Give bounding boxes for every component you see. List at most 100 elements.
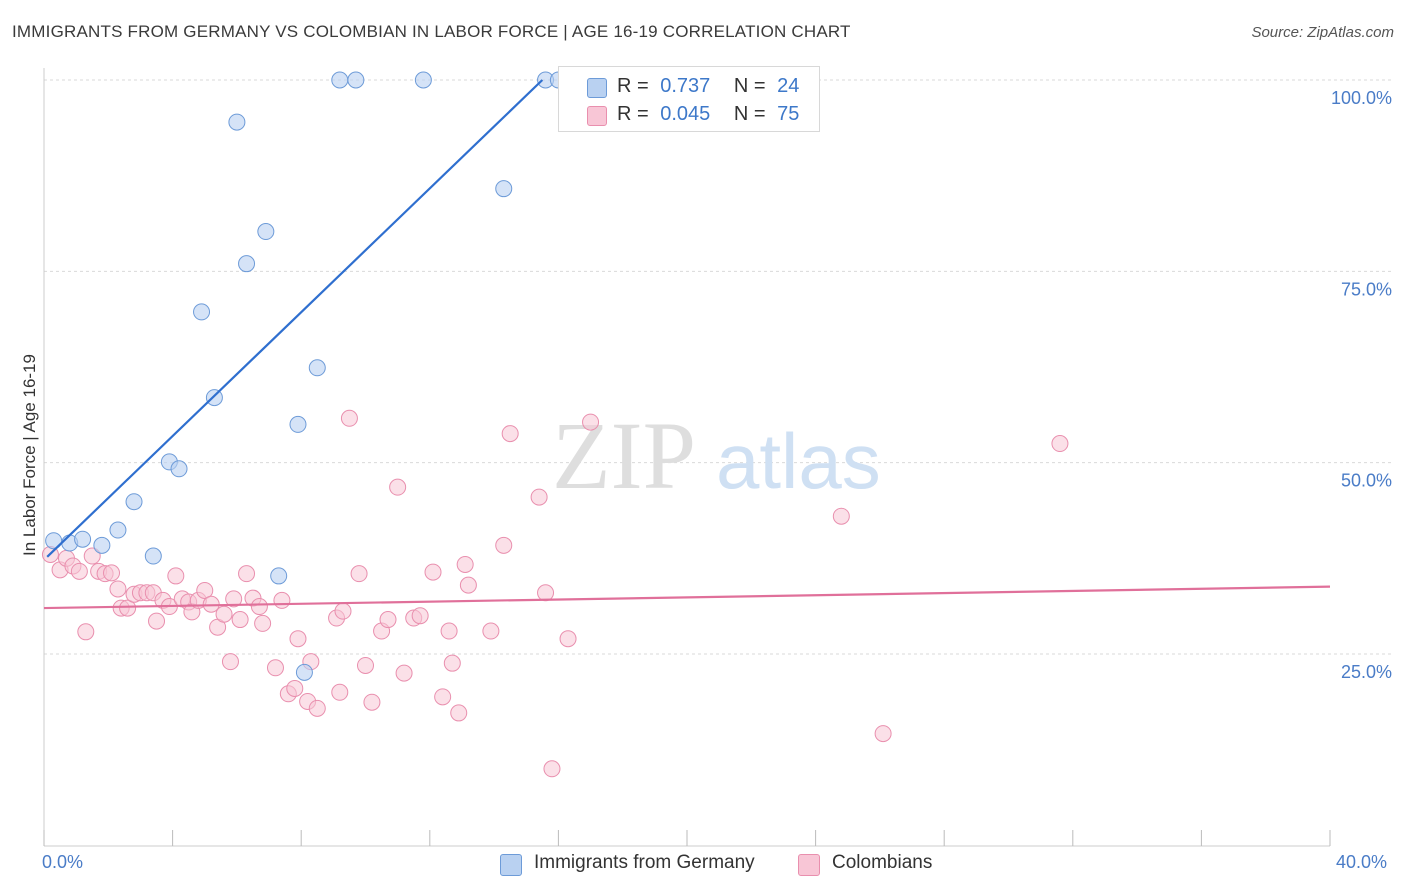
colombian-point (340, 409, 358, 427)
germany-point (347, 71, 365, 89)
colombian-point (231, 611, 249, 629)
colombian-point (450, 704, 468, 722)
colombian-r-label: R = (617, 103, 649, 125)
germany-point (331, 71, 349, 89)
germany-point (74, 530, 92, 548)
germany-point (289, 415, 307, 433)
colombian-points (41, 409, 1069, 778)
germany-point (495, 180, 513, 198)
watermark-zip: ZIP (552, 402, 696, 509)
colombian-point (308, 699, 326, 717)
colombian-point (77, 623, 95, 641)
colombian-point (196, 581, 214, 599)
y-tick-label-25: 25.0% (1341, 662, 1392, 682)
colombian-point (70, 562, 88, 580)
colombian-point (266, 659, 284, 677)
colombian-point (582, 413, 600, 431)
colombian-n-value: 75 (777, 103, 800, 125)
grid-lines (44, 79, 1392, 655)
colombian-point (537, 584, 555, 602)
germany-n-value: 24 (777, 75, 800, 97)
colombian-point (411, 607, 429, 625)
y-tick-label-50: 50.0% (1341, 471, 1392, 491)
colombian-point (254, 614, 272, 632)
legend-item-colombian: Colombians (798, 852, 933, 876)
colombian-point (559, 630, 577, 648)
germany-point (93, 536, 111, 554)
x-tick-label-max: 40.0% (1336, 852, 1388, 872)
watermark-atlas: atlas (716, 417, 881, 505)
colombian-trend-line (43, 585, 1331, 610)
germany-r-label: R = (617, 75, 649, 97)
y-axis-label: In Labor Force | Age 16-19 (20, 354, 39, 556)
colombian-point (459, 576, 477, 594)
germany-point (238, 255, 256, 273)
chart-title: IMMIGRANTS FROM GERMANY VS COLOMBIAN IN … (12, 22, 851, 41)
colombian-point (379, 611, 397, 629)
stats-row-germany: R = 0.737 N = 24 (587, 75, 800, 98)
stats-row-colombian: R = 0.045 N = 75 (587, 103, 800, 126)
x-tick-label-min: 0.0% (42, 852, 84, 872)
colombian-point (389, 478, 407, 496)
y-tick-label-100: 100.0% (1331, 88, 1392, 108)
colombian-point (119, 599, 137, 617)
colombian-point (334, 602, 352, 620)
colombian-point (543, 760, 561, 778)
colombian-point (273, 591, 291, 609)
colombian-point (109, 580, 127, 598)
germany-point (308, 359, 326, 377)
colombian-point (167, 567, 185, 585)
germany-trend-line (46, 79, 544, 558)
germany-point (144, 547, 162, 565)
stats-legend: R = 0.737 N = 24 R = 0.045 N = 75 (558, 66, 820, 132)
germany-point (125, 493, 143, 511)
trend-lines (43, 79, 1331, 610)
colombian-point (215, 605, 233, 623)
colombian-swatch (587, 106, 607, 126)
y-tick-label-75: 75.0% (1341, 279, 1392, 299)
colombian-point (440, 622, 458, 640)
colombian-point (286, 679, 304, 697)
colombian-point (357, 656, 374, 674)
colombian-point (456, 555, 474, 573)
colombian-point (225, 590, 243, 608)
germany-point (295, 663, 313, 681)
germany-points (45, 71, 567, 681)
colombian-point (83, 547, 101, 565)
germany-swatch (587, 78, 607, 98)
axes (43, 68, 1331, 847)
watermark: ZIP atlas (552, 402, 881, 509)
colombian-r-value: 0.045 (660, 103, 711, 125)
germany-r-value: 0.737 (660, 75, 711, 97)
legend-swatch-colombian (798, 854, 820, 876)
colombian-point (350, 565, 368, 583)
colombian-point (238, 565, 256, 583)
colombian-point (250, 598, 268, 616)
colombian-point (501, 425, 519, 443)
colombian-point (530, 488, 548, 506)
colombian-point (331, 683, 349, 701)
y-tick-labels: 25.0% 50.0% 75.0% 100.0% (1331, 88, 1392, 682)
colombian-point (482, 622, 500, 640)
colombian-point (395, 664, 413, 682)
germany-point (228, 113, 246, 131)
germany-point (270, 567, 288, 585)
colombian-point (443, 654, 461, 672)
germany-point (109, 521, 127, 539)
colombian-point (874, 725, 892, 743)
germany-point (257, 223, 275, 241)
colombian-point (363, 693, 381, 711)
legend-label-colombian: Colombians (832, 852, 933, 873)
legend-label-germany: Immigrants from Germany (534, 852, 755, 873)
legend-item-germany: Immigrants from Germany (500, 852, 755, 876)
colombian-point (495, 536, 513, 554)
legend-swatch-germany (500, 854, 522, 876)
colombian-point (1051, 435, 1069, 453)
colombian-point (221, 653, 239, 671)
germany-point (170, 460, 188, 478)
colombian-point (148, 612, 166, 630)
colombian-point (103, 564, 121, 582)
source-label: Source: ZipAtlas.com (1251, 24, 1394, 41)
germany-point (414, 71, 432, 89)
